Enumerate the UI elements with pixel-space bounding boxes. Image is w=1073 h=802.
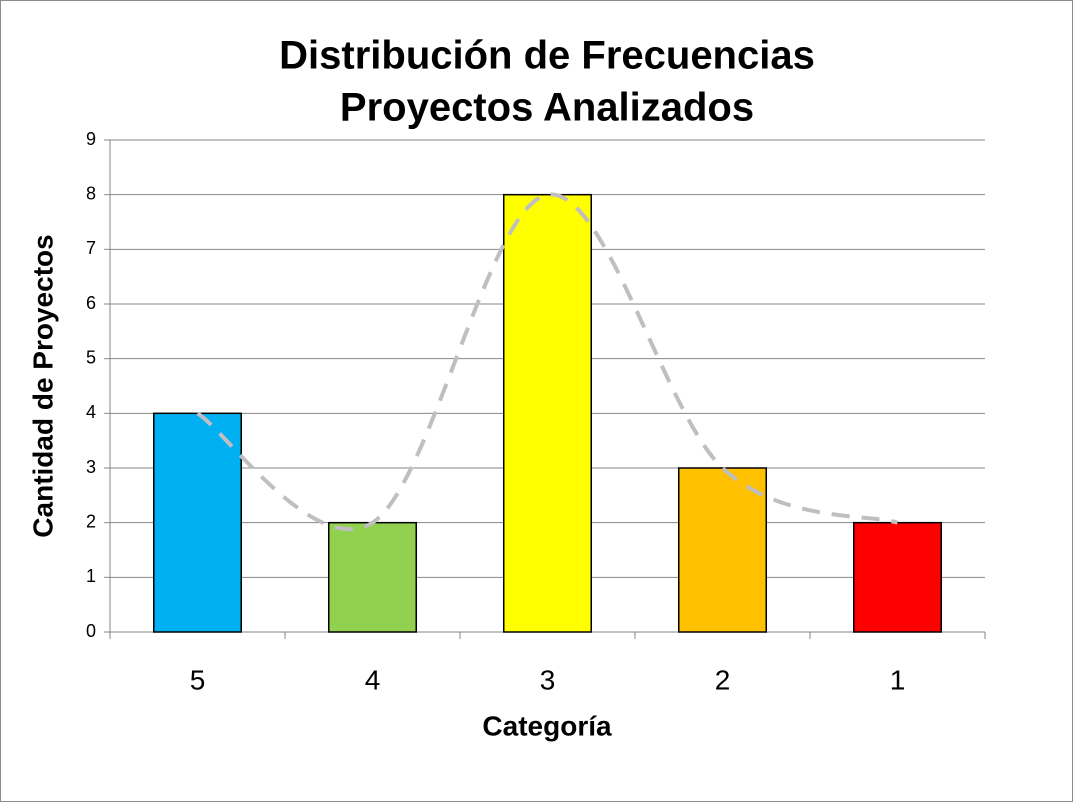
- y-tick-label: 3: [86, 457, 96, 477]
- y-tick-label: 8: [86, 183, 96, 203]
- bar: [328, 521, 417, 633]
- bar: [153, 412, 242, 633]
- y-axis-title: Cantidad de Proyectos: [27, 234, 58, 537]
- chart-title: Proyectos Analizados: [340, 86, 754, 130]
- y-tick-label: 1: [86, 566, 96, 586]
- bar: [503, 193, 592, 633]
- y-tick-label: 0: [86, 621, 96, 641]
- trend-line: [196, 192, 899, 532]
- y-tick-label: 5: [86, 347, 96, 367]
- y-tick-label: 6: [86, 293, 96, 313]
- x-tick-label: 3: [540, 664, 556, 695]
- bar: [678, 467, 767, 633]
- x-tick-label: 5: [190, 664, 206, 695]
- y-tick-label: 2: [86, 511, 96, 531]
- y-tick-label: 4: [86, 402, 96, 422]
- x-axis-title: Categoría: [482, 710, 612, 741]
- chart-title: Distribución de Frecuencias: [279, 34, 815, 78]
- x-tick-label: 1: [890, 664, 906, 695]
- x-tick-label: 2: [715, 664, 731, 695]
- y-tick-label: 9: [86, 129, 96, 149]
- y-tick-label: 7: [86, 238, 96, 258]
- bar: [853, 521, 942, 633]
- x-tick-label: 4: [365, 664, 381, 695]
